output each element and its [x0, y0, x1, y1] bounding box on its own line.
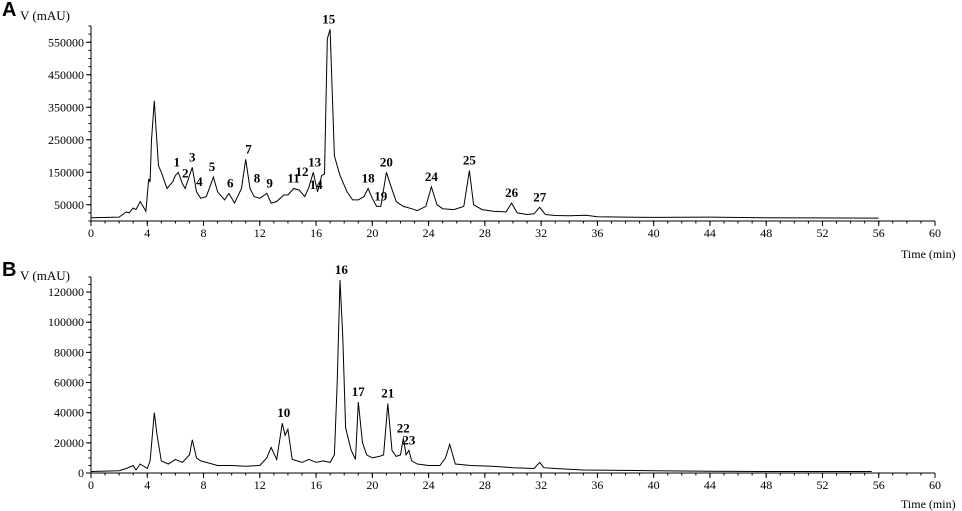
- panel-a: A V (mAU) Time (min) 0 4 8 12 16 20 24 28 32 36 40…: [2, 0, 956, 261]
- panel-b-x-tick-label: 60: [929, 478, 941, 492]
- panel-a-x-axis-label: Time (min): [901, 247, 956, 261]
- panel-b-y-tick-label: 0: [78, 466, 84, 480]
- panel-b-x-tick-label: 32: [535, 478, 547, 492]
- panel-a-plot: 0 4 8 12 16 20 24 28 32 36 40 44 48 52 56 6050000150000…: [48, 11, 941, 240]
- panel-a-x-tick-label: 36: [591, 226, 603, 240]
- panel-a-letter: A: [2, 0, 16, 21]
- panel-a-peak-label-26: 26: [505, 185, 519, 200]
- panel-a-peak-label-11: 11: [287, 171, 299, 186]
- panel-b-y-tick-label: 40000: [54, 406, 84, 420]
- panel-b-x-tick-label: 52: [816, 478, 828, 492]
- panel-a-x-tick-label: 24: [423, 226, 435, 240]
- panel-a-peak-label-1: 1: [174, 154, 181, 169]
- panel-a-x-tick-label: 32: [535, 226, 547, 240]
- panel-a-x-tick-label: 48: [760, 226, 772, 240]
- panel-a-x-tick-label: 16: [310, 226, 322, 240]
- panel-b-y-tick-label: 120000: [48, 285, 84, 299]
- panel-b-peak-label-16: 16: [335, 262, 349, 277]
- panel-a-peak-label-13: 13: [308, 154, 322, 169]
- panel-a-x-tick-label: 4: [144, 226, 150, 240]
- panel-a-peak-label-14: 14: [310, 177, 324, 192]
- panel-a-peak-label-15: 15: [322, 11, 336, 26]
- panel-b-x-tick-label: 0: [88, 478, 94, 492]
- panel-b-x-tick-label: 4: [144, 478, 150, 492]
- panel-b-x-tick-label: 56: [873, 478, 885, 492]
- panel-b-peak-label-22: 22: [397, 420, 410, 435]
- panel-b-x-tick-label: 28: [479, 478, 491, 492]
- panel-a-peak-label-9: 9: [266, 175, 273, 190]
- panel-b: B V (mAU) Time (min) 0 4 8 12 16 20 24 28 32 36 40…: [2, 259, 956, 511]
- panel-b-y-tick-label: 80000: [54, 345, 84, 359]
- panel-b-x-tick-label: 40: [648, 478, 660, 492]
- panel-a-y-tick-label: 150000: [48, 165, 84, 179]
- panel-a-peak-label-5: 5: [209, 159, 216, 174]
- panel-b-x-tick-label: 12: [254, 478, 266, 492]
- panel-a-x-tick-label: 8: [201, 226, 207, 240]
- panel-b-y-axis-label: V (mAU): [20, 268, 70, 283]
- panel-a-y-tick-label: 350000: [48, 100, 84, 114]
- panel-b-x-axis-label: Time (min): [901, 497, 956, 511]
- panel-a-x-tick-label: 0: [88, 226, 94, 240]
- panel-b-peak-label-10: 10: [277, 405, 290, 420]
- panel-b-y-tick-label: 60000: [54, 376, 84, 390]
- panel-b-x-tick-label: 20: [366, 478, 378, 492]
- panel-a-y-tick-label: 550000: [48, 35, 84, 49]
- panel-a-peak-label-12: 12: [296, 164, 309, 179]
- panel-a-y-tick-label: 450000: [48, 68, 84, 82]
- panel-b-peak-label-23: 23: [402, 432, 416, 447]
- panel-a-peak-label-6: 6: [227, 175, 234, 190]
- panel-a-x-tick-label: 20: [366, 226, 378, 240]
- panel-a-peak-label-20: 20: [380, 154, 393, 169]
- panel-a-peak-label-4: 4: [196, 174, 203, 189]
- panel-b-x-tick-label: 16: [310, 478, 322, 492]
- panel-a-peak-label-3: 3: [189, 149, 196, 164]
- panel-a-peak-label-25: 25: [463, 153, 477, 168]
- panel-b-chromatogram-trace: [90, 279, 872, 472]
- panel-b-x-tick-label: 24: [423, 478, 435, 492]
- panel-a-x-tick-label: 60: [929, 226, 941, 240]
- panel-b-peak-label-17: 17: [352, 384, 366, 399]
- panel-b-peak-label-21: 21: [381, 386, 394, 401]
- panel-a-chromatogram-trace: [90, 29, 879, 219]
- panel-a-x-tick-label: 56: [873, 226, 885, 240]
- panel-b-y-tick-label: 100000: [48, 315, 84, 329]
- panel-a-peak-label-18: 18: [362, 171, 376, 186]
- panel-b-x-tick-label: 48: [760, 478, 772, 492]
- panel-a-peak-label-27: 27: [533, 189, 547, 204]
- panel-a-x-tick-label: 28: [479, 226, 491, 240]
- panel-b-y-tick-label: 20000: [54, 436, 84, 450]
- panel-a-peak-label-8: 8: [254, 171, 261, 186]
- panel-b-x-tick-label: 36: [591, 478, 603, 492]
- panel-b-x-tick-label: 44: [704, 478, 716, 492]
- panel-a-y-tick-label: 50000: [54, 198, 84, 212]
- panel-a-y-axis-label: V (mAU): [20, 8, 70, 23]
- panel-a-peak-label-2: 2: [182, 166, 189, 181]
- panel-a-x-tick-label: 12: [254, 226, 266, 240]
- panel-b-x-tick-label: 8: [201, 478, 207, 492]
- panel-a-x-tick-label: 44: [704, 226, 716, 240]
- panel-a-x-tick-label: 52: [816, 226, 828, 240]
- panel-b-plot: 0 4 8 12 16 20 24 28 32 36 40 44 48 52 56 6002000040000…: [48, 262, 941, 492]
- panel-b-letter: B: [2, 259, 16, 281]
- panel-a-peak-label-19: 19: [374, 188, 388, 203]
- panel-a-x-tick-label: 40: [648, 226, 660, 240]
- panel-a-peak-label-24: 24: [425, 169, 439, 184]
- panel-a-y-tick-label: 250000: [48, 133, 84, 147]
- panel-a-peak-label-7: 7: [245, 141, 252, 156]
